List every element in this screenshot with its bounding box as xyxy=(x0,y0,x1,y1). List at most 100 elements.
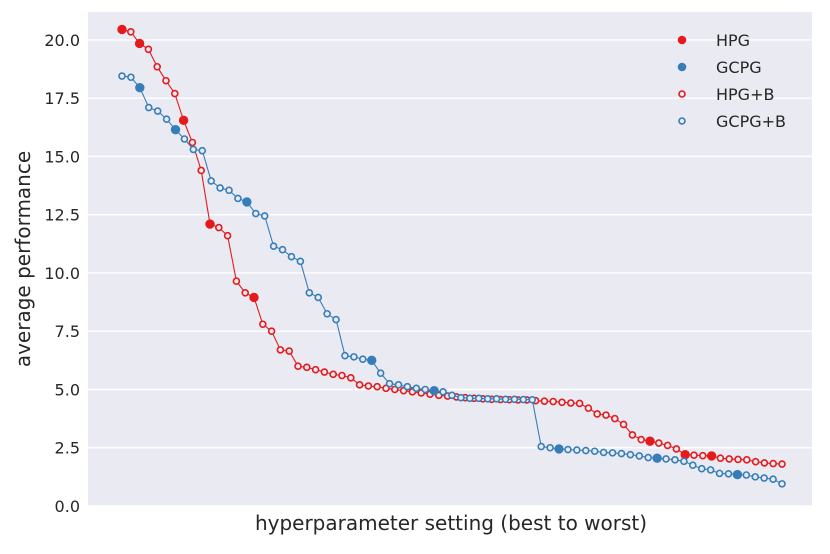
data-point-gcpg-b xyxy=(519,395,528,404)
data-point-hpg-b xyxy=(769,459,778,468)
data-point-gcpg-b xyxy=(510,395,519,404)
legend-marker xyxy=(678,117,686,125)
data-point-hpg-b xyxy=(690,451,698,460)
data-point-gcpg xyxy=(652,453,662,463)
data-point-hpg xyxy=(706,451,717,461)
data-point-hpg-b xyxy=(276,346,285,354)
data-point-hpg-b xyxy=(663,441,672,450)
data-point-gcpg-b xyxy=(439,388,447,396)
data-point-gcpg xyxy=(554,444,564,454)
data-point-hpg xyxy=(205,219,215,229)
data-point-gcpg-b xyxy=(689,461,697,470)
data-point-hpg-b xyxy=(390,385,399,394)
data-point-gcpg-b xyxy=(385,379,394,388)
data-point-gcpg-b xyxy=(751,473,760,481)
data-point-hpg-b xyxy=(751,457,760,466)
legend-item: GCPG+B xyxy=(678,112,786,131)
data-point-gcpg-b xyxy=(724,470,733,478)
data-point-hpg-b xyxy=(593,410,602,418)
data-point-hpg-b xyxy=(171,89,179,98)
data-point-hpg xyxy=(178,115,189,126)
data-point-gcpg-b xyxy=(332,315,340,324)
data-point-gcpg-b xyxy=(189,145,198,154)
legend-marker xyxy=(678,90,686,98)
data-point-gcpg-b xyxy=(412,384,421,393)
data-point-gcpg-b xyxy=(528,395,537,404)
data-point-hpg-b xyxy=(302,363,311,372)
data-point-gcpg-b xyxy=(162,115,171,123)
data-point-gcpg-b xyxy=(323,309,331,318)
data-point-hpg-b xyxy=(725,455,734,463)
data-point-gcpg-b xyxy=(269,242,278,250)
data-point-hpg xyxy=(117,24,127,35)
data-point-hpg-b xyxy=(329,370,338,379)
data-point-gcpg-b xyxy=(697,464,706,473)
data-point-gcpg-b xyxy=(483,395,492,403)
data-point-hpg-b xyxy=(672,445,681,453)
data-point-gcpg-b xyxy=(403,382,412,391)
data-point-gcpg-b xyxy=(608,449,617,457)
data-point-hpg-b xyxy=(628,431,637,439)
data-point-hpg-b xyxy=(602,411,610,419)
data-point-hpg-b xyxy=(223,231,232,240)
data-point-hpg-b xyxy=(584,404,593,412)
data-point-gcpg-b xyxy=(671,456,679,464)
data-point-hpg-b xyxy=(346,374,355,382)
data-point-gcpg-b xyxy=(706,466,715,474)
data-point-gcpg-b xyxy=(180,135,189,143)
data-point-gcpg-b xyxy=(626,450,635,459)
data-point-hpg-b xyxy=(619,420,628,429)
data-point-hpg-b xyxy=(320,368,329,376)
legend: HPG GCPG HPG+B GCPG+B xyxy=(677,31,786,131)
data-point-hpg-b xyxy=(188,138,197,147)
data-point-hpg-b xyxy=(778,460,786,468)
data-point-gcpg xyxy=(242,197,252,207)
data-point-hpg-b xyxy=(355,381,364,389)
legend-item: HPG xyxy=(677,31,750,50)
data-point-gcpg-b xyxy=(207,177,215,185)
data-point-gcpg-b xyxy=(287,252,296,261)
data-point-gcpg-b xyxy=(760,474,768,482)
data-point-gcpg-b xyxy=(617,449,626,458)
data-point-gcpg-b xyxy=(314,293,323,302)
data-point-gcpg xyxy=(135,83,145,93)
data-point-hpg-b xyxy=(610,414,619,423)
data-point-gcpg-b xyxy=(466,394,474,403)
data-point-gcpg-b xyxy=(278,245,287,254)
data-point-gcpg-b xyxy=(216,184,224,192)
y-axis-title: average performance xyxy=(11,151,35,367)
legend-item: GCPG xyxy=(677,58,762,77)
data-point-hpg-b xyxy=(549,397,558,406)
data-point-gcpg-b xyxy=(198,146,207,155)
data-point-hpg-b xyxy=(267,327,276,336)
data-point-hpg-b xyxy=(742,456,751,464)
data-point-hpg-b xyxy=(760,459,769,467)
data-point-hpg-b xyxy=(373,382,382,391)
data-point-gcpg-b xyxy=(350,353,358,361)
data-point-gcpg-b xyxy=(127,73,135,82)
data-point-gcpg-b xyxy=(492,395,501,403)
y-tick-label: 10.0 xyxy=(44,264,80,283)
data-point-gcpg-b xyxy=(118,72,126,80)
data-point-gcpg-b xyxy=(778,480,786,488)
y-tick-label: 2.5 xyxy=(55,439,80,458)
data-point-hpg-b xyxy=(127,28,135,36)
data-point-hpg-b xyxy=(162,76,170,85)
data-point-gcpg-b xyxy=(421,385,430,394)
data-point-gcpg-b xyxy=(359,355,367,363)
series-layer xyxy=(117,24,786,488)
legend-item: HPG+B xyxy=(678,85,774,104)
data-point-gcpg-b xyxy=(144,103,153,112)
legend-label: GCPG xyxy=(716,58,762,77)
data-point-hpg-b xyxy=(698,451,707,460)
legend-marker xyxy=(677,62,687,72)
y-tick-label: 17.5 xyxy=(44,89,80,108)
data-point-hpg-b xyxy=(144,45,153,54)
data-point-gcpg-b xyxy=(234,194,242,203)
data-point-hpg-b xyxy=(540,397,549,405)
data-point-gcpg-b xyxy=(742,471,751,479)
data-point-gcpg xyxy=(367,355,377,366)
data-point-hpg-b xyxy=(153,62,161,71)
data-point-gcpg-b xyxy=(546,443,554,452)
